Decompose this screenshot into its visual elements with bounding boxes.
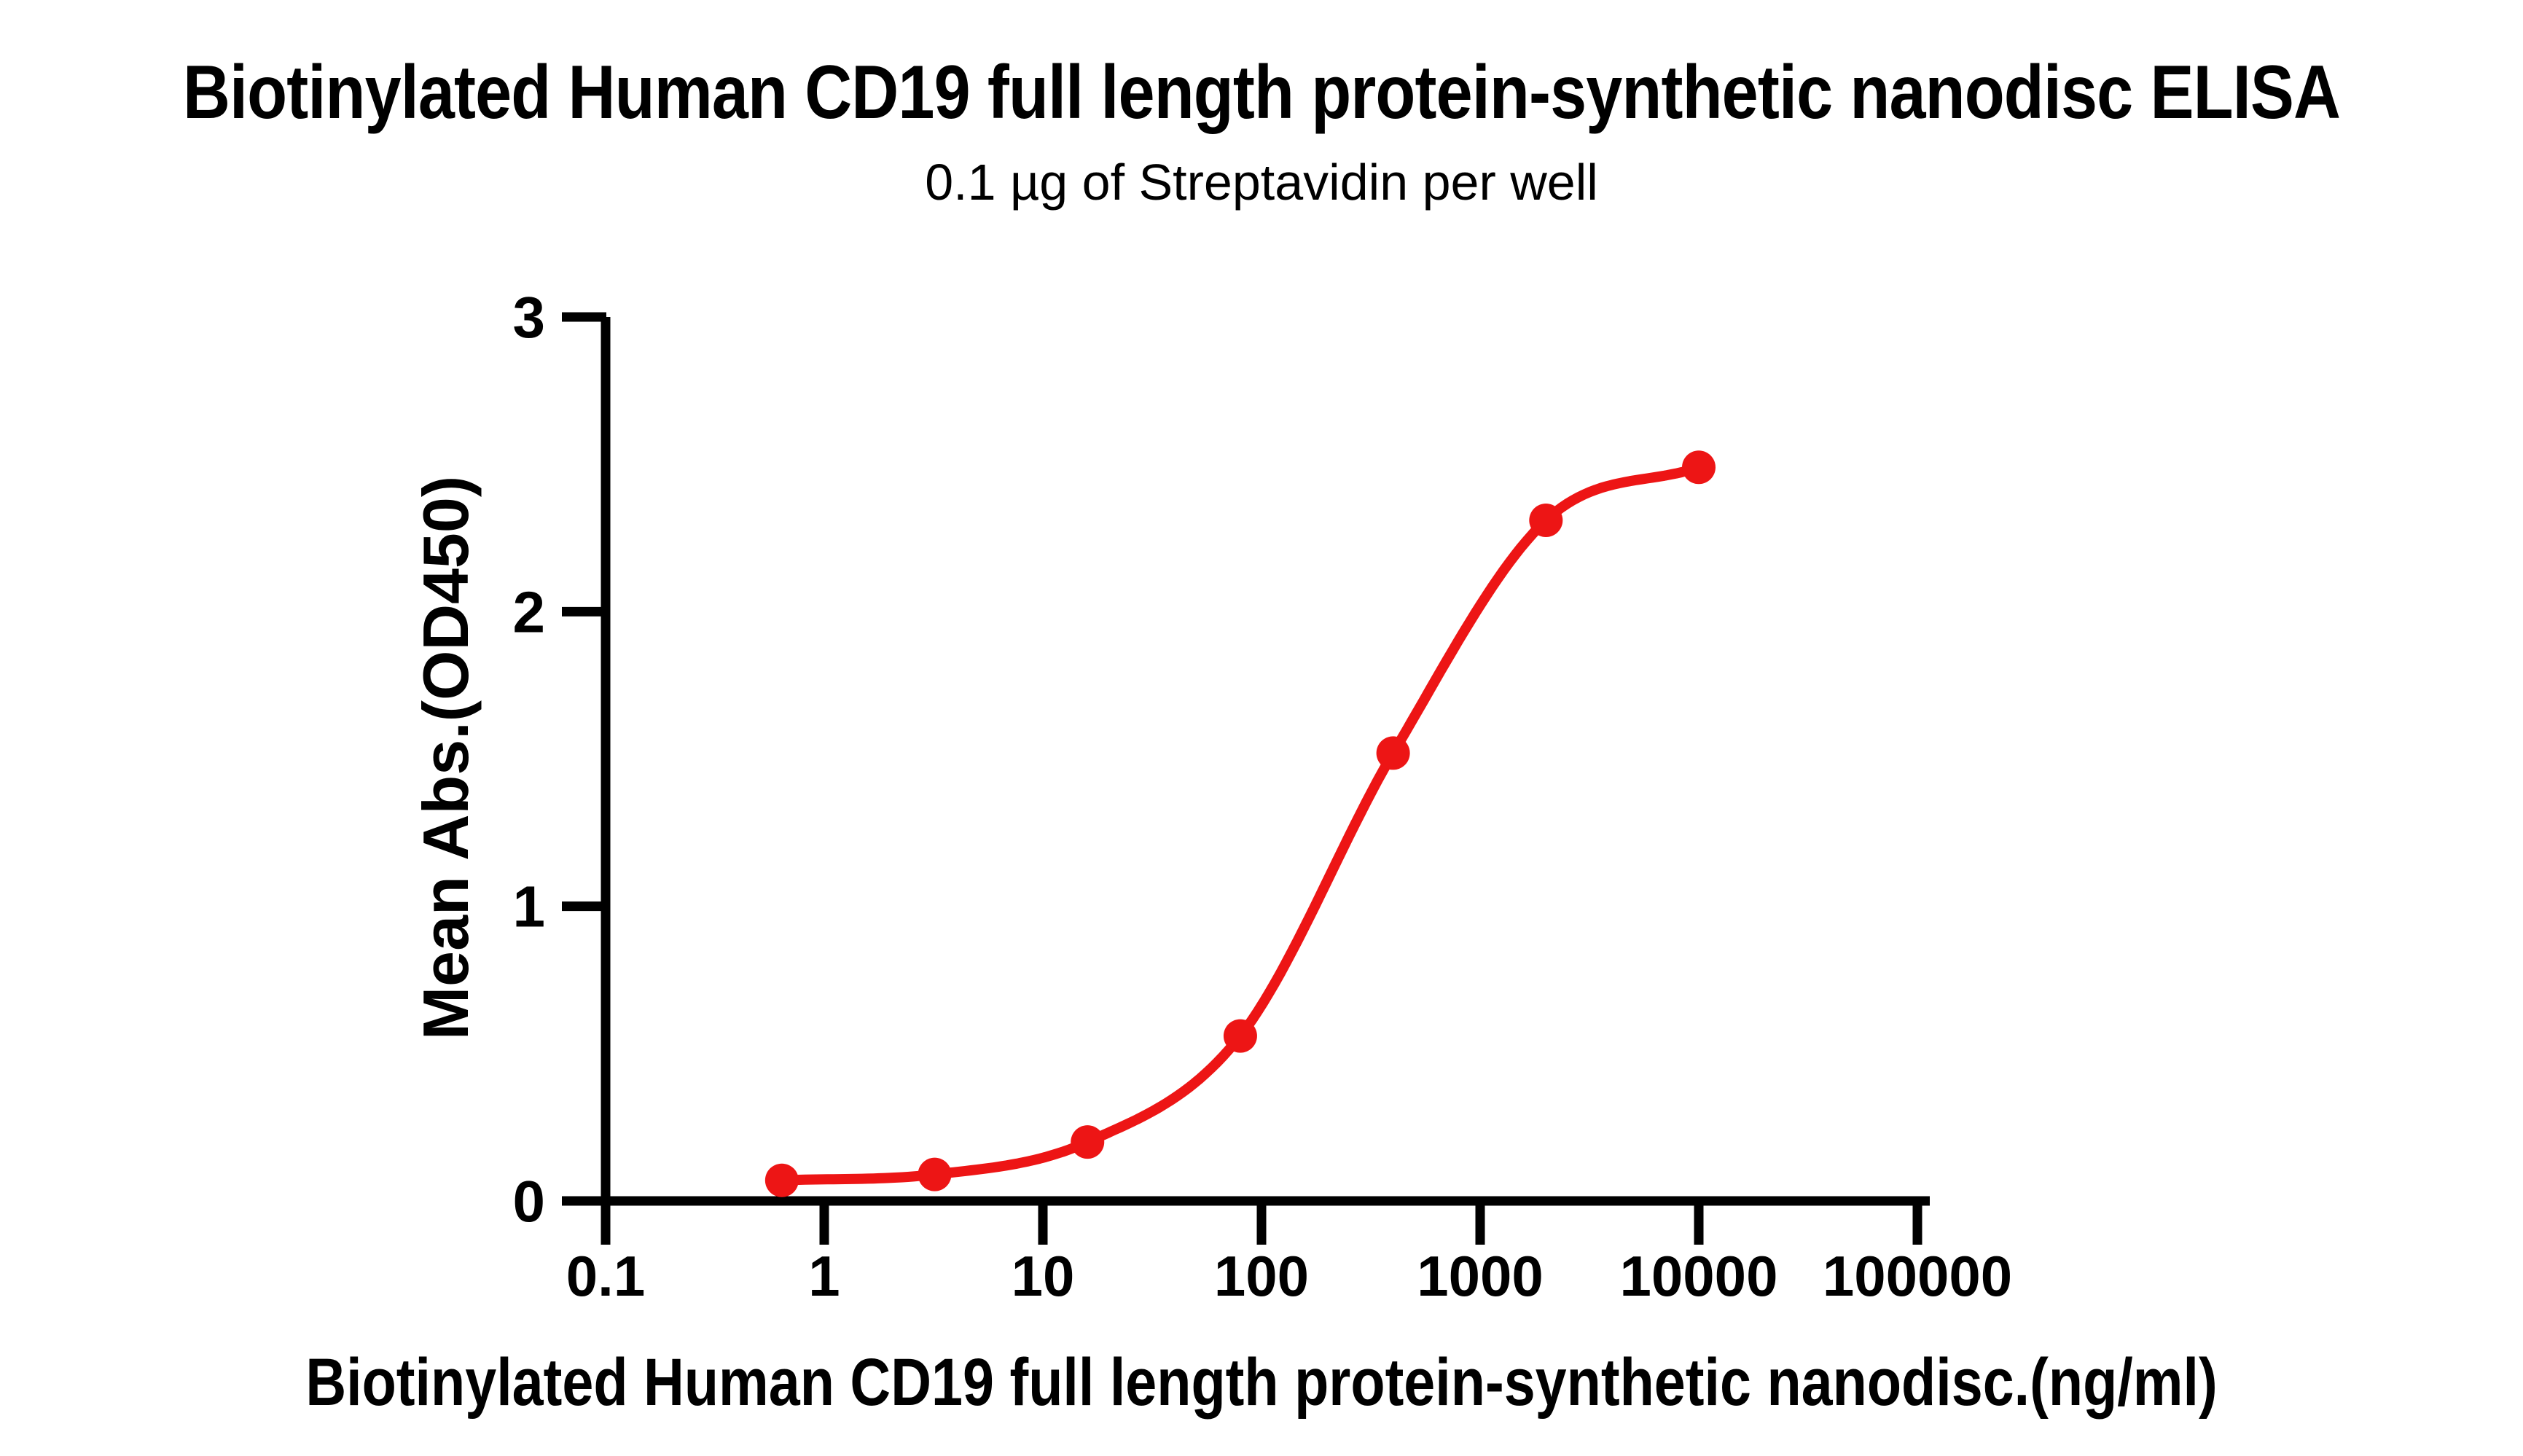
y-tick-label: 2 xyxy=(513,579,546,644)
x-axis-label: Biotinylated Human CD19 full length prot… xyxy=(305,1345,2218,1420)
y-tick-label: 0 xyxy=(513,1169,546,1234)
x-tick-label: 10000 xyxy=(1620,1244,1778,1308)
data-point xyxy=(1223,1019,1257,1053)
data-point xyxy=(1682,450,1716,485)
x-tick-label: 100000 xyxy=(1823,1244,2012,1308)
dose-response-curve xyxy=(776,462,1704,1186)
x-tick-label: 10 xyxy=(1012,1244,1075,1308)
data-point xyxy=(1529,503,1563,537)
page-subtitle: 0.1 µg of Streptavidin per well xyxy=(925,154,1598,211)
data-point xyxy=(1071,1125,1105,1159)
x-tick-label: 0.1 xyxy=(566,1244,645,1308)
page-title: Biotinylated Human CD19 full length prot… xyxy=(182,50,2341,135)
y-tick-label: 3 xyxy=(513,285,546,350)
y-tick-label: 1 xyxy=(513,874,546,939)
data-point xyxy=(918,1157,952,1191)
x-tick-label: 100 xyxy=(1214,1244,1309,1308)
x-tick-label: 1 xyxy=(808,1244,840,1308)
data-point xyxy=(1376,736,1410,770)
data-point xyxy=(764,1163,799,1197)
x-tick-label: 1000 xyxy=(1417,1244,1544,1308)
